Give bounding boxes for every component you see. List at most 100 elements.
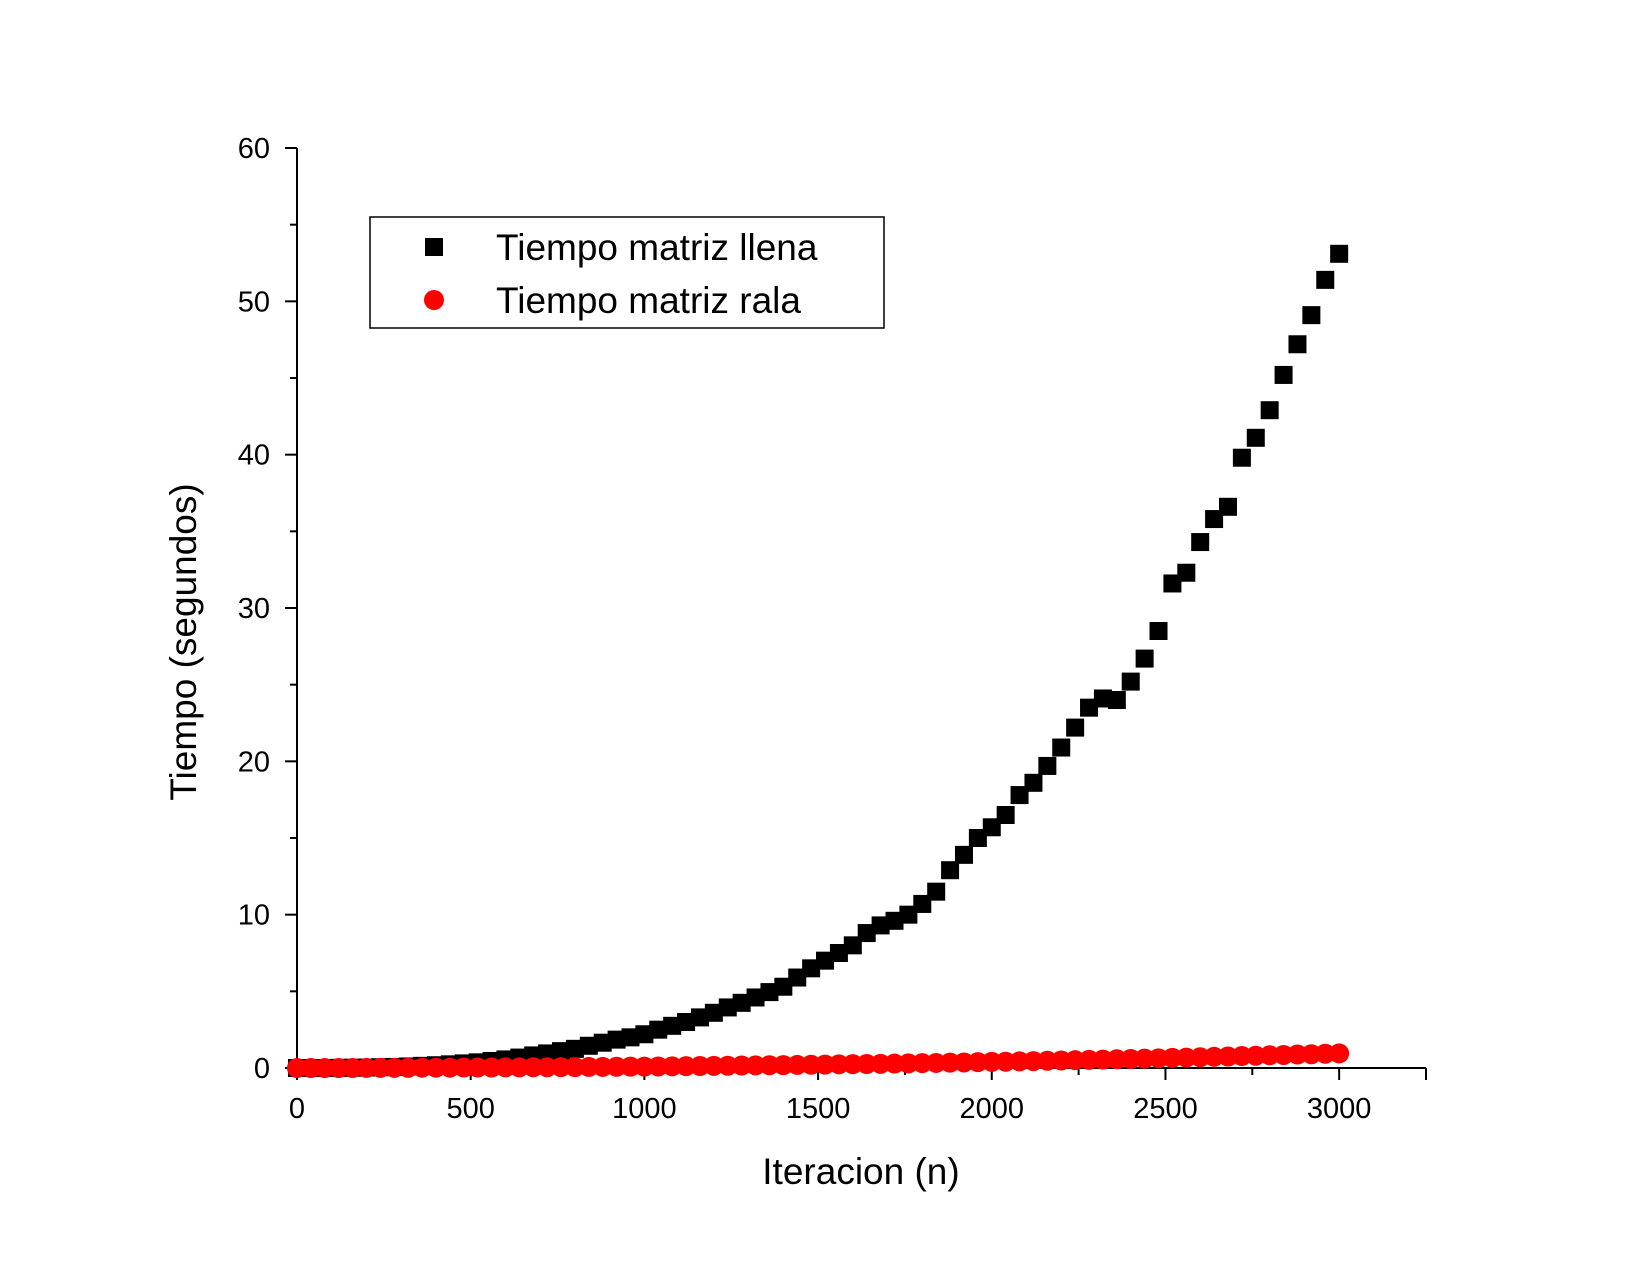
data-point-square [732,993,751,1012]
data-point-circle [1120,1048,1141,1069]
data-point-circle [773,1055,794,1076]
data-point-circle [1315,1043,1336,1064]
data-point-square [996,806,1015,824]
y-tick-label: 40 [238,440,270,472]
data-point-square [593,1033,612,1052]
data-point-square [663,1016,682,1035]
data-point-square [1010,786,1029,805]
data-point-circle [1051,1050,1072,1071]
data-point-circle [356,1057,377,1078]
data-point-square [1232,448,1251,467]
data-point-circle [662,1056,683,1077]
legend-label-llena: Tiempo matriz llena [496,227,818,268]
data-point-square [1191,533,1210,552]
data-point-circle [828,1054,849,1075]
data-point-square [621,1028,640,1047]
y-tick-label: 30 [238,593,270,625]
data-point-circle [398,1057,419,1078]
data-point-square [1330,244,1349,263]
data-point-circle [1231,1046,1252,1067]
data-point-square [1163,574,1182,593]
data-point-square [857,924,876,943]
data-point-square [635,1025,654,1044]
data-point-square [1316,270,1335,289]
data-point-circle [648,1056,669,1077]
y-tick-label: 0 [254,1053,270,1085]
data-point-circle [815,1054,836,1075]
data-point-circle [926,1052,947,1073]
data-point-square [1218,497,1237,516]
data-point-square [1038,756,1057,775]
data-point-square [649,1020,668,1039]
x-tick-label: 500 [446,1093,494,1125]
data-point-circle [1259,1045,1280,1066]
data-point-circle [1009,1051,1030,1072]
y-tick-label: 60 [238,133,270,165]
data-point-circle [328,1058,349,1078]
data-point-circle [912,1053,933,1074]
data-point-square [1246,428,1265,447]
data-point-square [871,916,890,935]
data-point-circle [717,1055,738,1076]
data-point-circle [1204,1046,1225,1067]
legend-box [369,216,885,329]
data-point-circle [551,1057,572,1078]
data-point-square [1024,773,1043,792]
data-point-circle [384,1057,405,1078]
data-point-square [788,968,807,987]
data-point-circle [578,1056,599,1077]
data-point-circle [842,1054,863,1075]
data-point-square [816,951,835,970]
data-point-square [829,944,848,962]
data-point-circle [731,1055,752,1076]
data-point-circle [425,1057,446,1078]
series-matriz-rala [287,1043,1350,1078]
data-point-circle [1065,1050,1086,1071]
data-point-circle [745,1055,766,1076]
data-point-circle [314,1058,335,1078]
data-point-circle [953,1052,974,1073]
legend-marker-circle [424,290,444,310]
data-point-square [1066,718,1085,737]
data-point-square [1288,335,1307,354]
data-point-square [1121,672,1140,691]
data-point-circle [995,1051,1016,1072]
legend-label-rala: Tiempo matriz rala [496,280,801,321]
x-tick-label: 3000 [1307,1093,1372,1125]
data-point-square [538,1044,557,1063]
y-axis-ticks: 0 10 20 30 40 50 60 [238,133,297,1085]
data-point-circle [634,1056,655,1077]
y-tick-label: 50 [238,286,270,318]
data-point-circle [898,1053,919,1074]
data-point-circle [509,1057,530,1078]
data-point-square [1205,510,1224,529]
data-point-circle [870,1053,891,1074]
data-point-square [802,959,821,978]
data-point-square [746,988,765,1007]
x-tick-label: 0 [289,1093,305,1125]
data-point-square [1274,365,1293,384]
data-point-square [1135,649,1154,668]
x-tick-label: 2000 [960,1093,1025,1125]
data-point-square [927,882,946,901]
data-point-square [552,1042,571,1061]
data-point-circle [981,1051,1002,1072]
data-point-square [1080,698,1099,717]
data-point-circle [1092,1049,1113,1070]
data-point-square [913,894,932,913]
data-point-square [941,861,960,880]
data-point-square [774,977,793,996]
data-point-square [982,818,1001,837]
data-point-square [899,905,918,924]
data-point-circle [481,1057,502,1078]
x-axis-ticks: 0 500 1000 1500 2000 2500 3000 [289,1068,1427,1125]
legend-marker-square [425,238,443,256]
data-point-square [885,911,904,930]
data-point-circle [412,1057,433,1078]
data-point-square [704,1003,723,1022]
data-point-circle [1079,1049,1100,1070]
series-matriz-llena [288,244,1349,1077]
data-point-circle [884,1053,905,1074]
data-point-square [1149,622,1168,640]
